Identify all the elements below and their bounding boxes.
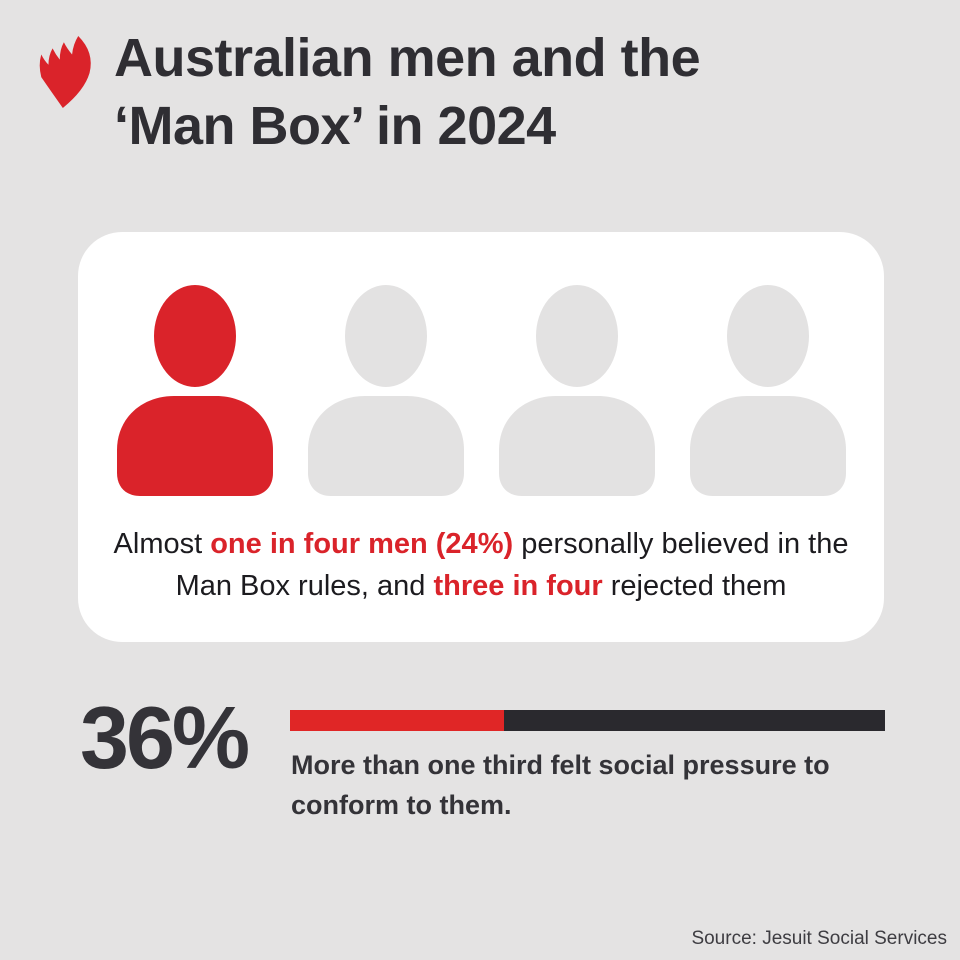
pictogram-caption-line1: Almost one in four men (24%) personally … — [86, 523, 876, 565]
stat-value: 36% — [80, 688, 250, 787]
source-note: Source: Jesuit Social Services — [691, 928, 947, 949]
person-icon — [689, 280, 846, 496]
caption-text: rejected them — [602, 570, 787, 602]
man-box-belief-card: Almost one in four men (24%) personally … — [78, 232, 884, 642]
sbs-flame-logo-icon — [39, 36, 91, 108]
page-title-line1: Australian men and the — [114, 28, 701, 88]
caption-text: Man Box rules, and — [175, 570, 434, 602]
bar-fill — [290, 710, 505, 731]
caption-highlight: one in four men (24%) — [210, 528, 514, 560]
caption-highlight: three in four — [433, 570, 603, 602]
pictogram-caption-line2: Man Box rules, and three in four rejecte… — [86, 565, 876, 607]
stat-caption-line2: conform to them. — [291, 790, 512, 820]
person-icon — [498, 280, 655, 496]
stat-caption-line1: More than one third felt social pressure… — [291, 750, 830, 780]
stat-caption: More than one third felt social pressure… — [291, 745, 830, 825]
page-title-line2: ‘Man Box’ in 2024 — [114, 96, 556, 156]
person-icon-highlighted — [116, 280, 273, 496]
pictogram-caption: Almost one in four men (24%) personally … — [86, 523, 876, 607]
caption-text: Almost — [113, 528, 211, 560]
page-title: Australian men and the ‘Man Box’ in 2024 — [114, 24, 701, 160]
one-in-four-pictogram — [78, 232, 884, 500]
caption-text: personally believed in the — [513, 528, 849, 560]
social-pressure-bar — [290, 710, 885, 731]
person-icon — [307, 280, 464, 496]
